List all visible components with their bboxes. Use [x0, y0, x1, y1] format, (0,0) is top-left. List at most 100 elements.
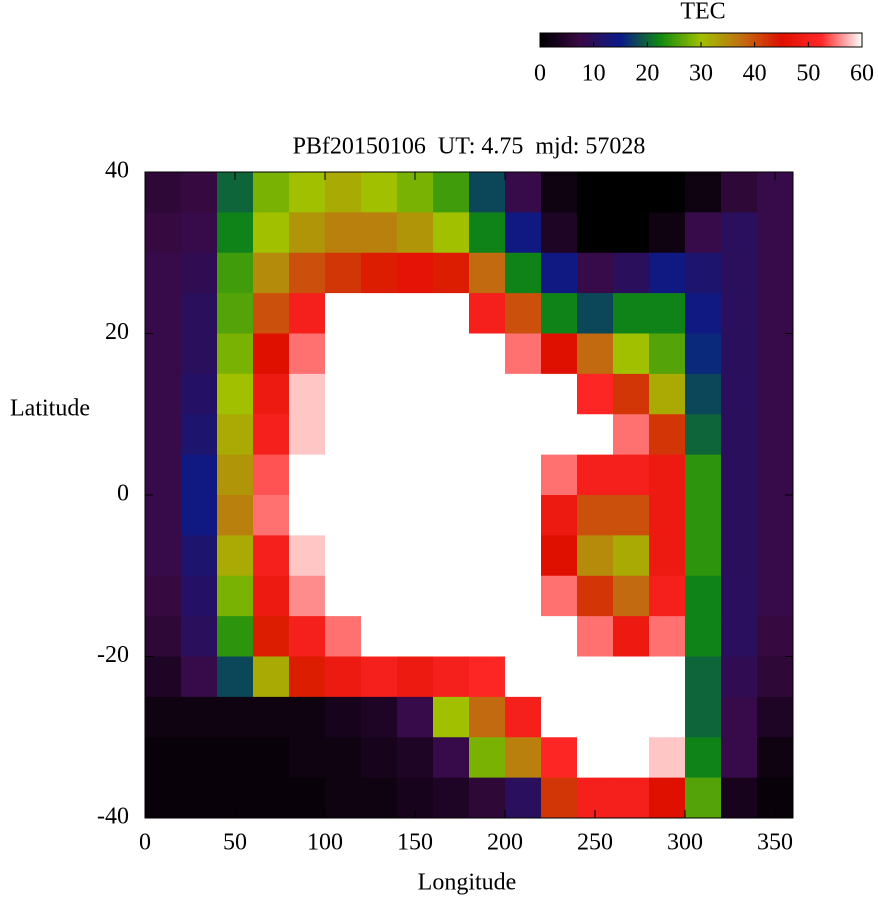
heat-cell: [721, 575, 758, 617]
heat-cell: [505, 737, 542, 779]
heat-cell: [361, 656, 398, 698]
heat-cell: [181, 172, 218, 213]
heat-cell: [469, 454, 506, 496]
heat-cell: [433, 575, 470, 617]
heat-cell: [289, 575, 326, 617]
heat-cell: [181, 252, 218, 294]
heat-cell: [577, 616, 614, 657]
heat-cell: [325, 172, 362, 213]
heat-cell: [757, 373, 794, 415]
heat-cell: [577, 414, 614, 456]
x-tick-label: 50: [223, 830, 247, 856]
heat-cell: [397, 616, 434, 657]
heat-cell: [253, 535, 290, 577]
heat-cell: [361, 696, 398, 738]
heat-cell: [649, 616, 686, 657]
heat-cell: [433, 696, 470, 738]
heat-cell: [469, 656, 506, 698]
heat-cell: [289, 535, 326, 577]
heat-cell: [721, 737, 758, 779]
heat-cell: [721, 696, 758, 738]
heat-cell: [685, 495, 722, 536]
heat-cell: [541, 495, 578, 536]
heat-cell: [325, 454, 362, 496]
heat-cell: [541, 212, 578, 254]
heat-cell: [217, 212, 254, 254]
heat-cell: [217, 737, 254, 779]
heat-cell: [613, 333, 650, 375]
heat-cell: [613, 414, 650, 456]
heat-cell: [757, 656, 794, 698]
y-axis-label: Latitude: [10, 396, 90, 422]
heat-cell: [613, 495, 650, 536]
heat-cell: [145, 414, 182, 456]
heat-cell: [721, 293, 758, 334]
heat-cell: [289, 696, 326, 738]
heat-cell: [217, 414, 254, 456]
heat-cell: [469, 373, 506, 415]
heat-cell: [541, 575, 578, 617]
heat-cell: [397, 656, 434, 698]
heat-cell: [145, 252, 182, 294]
heat-cell: [217, 495, 254, 536]
heat-cell: [613, 656, 650, 698]
heat-cell: [397, 535, 434, 577]
heat-cell: [181, 737, 218, 779]
heat-cell: [649, 454, 686, 496]
heat-cell: [253, 212, 290, 254]
heat-cell: [685, 373, 722, 415]
heat-cell: [469, 252, 506, 294]
heat-cell: [433, 777, 470, 819]
heat-cell: [397, 696, 434, 738]
heat-cell: [649, 414, 686, 456]
heat-cell: [613, 535, 650, 577]
heat-cell: [685, 656, 722, 698]
heat-cell: [505, 696, 542, 738]
heat-cell: [541, 172, 578, 213]
heat-cell: [181, 616, 218, 657]
heat-cell: [541, 454, 578, 496]
heat-cell: [721, 414, 758, 456]
heat-cell: [181, 454, 218, 496]
heat-cell: [577, 212, 614, 254]
heat-cell: [577, 656, 614, 698]
heat-cell: [757, 212, 794, 254]
heat-cell: [433, 172, 470, 213]
heat-cell: [757, 414, 794, 456]
heat-cell: [505, 252, 542, 294]
heat-cell: [757, 333, 794, 375]
heat-cell: [721, 212, 758, 254]
heat-cell: [505, 293, 542, 334]
heat-cell: [505, 333, 542, 375]
heat-cell: [649, 172, 686, 213]
heat-cell: [469, 575, 506, 617]
colorbar-label: TEC: [680, 0, 725, 25]
heat-cell: [469, 777, 506, 819]
heat-cell: [505, 777, 542, 819]
heat-cell: [181, 373, 218, 415]
heat-cell: [613, 696, 650, 738]
heat-cell: [217, 575, 254, 617]
heat-cell: [253, 414, 290, 456]
heat-cell: [325, 656, 362, 698]
heat-cell: [649, 656, 686, 698]
heat-cell: [433, 454, 470, 496]
heat-cell: [433, 737, 470, 779]
heat-cell: [253, 696, 290, 738]
heat-cell: [721, 535, 758, 577]
heat-cell: [433, 495, 470, 536]
heat-cell: [325, 373, 362, 415]
heat-cell: [757, 535, 794, 577]
heat-cell: [577, 737, 614, 779]
heat-cell: [721, 454, 758, 496]
heat-cell: [685, 293, 722, 334]
heat-cell: [685, 696, 722, 738]
heat-cell: [181, 777, 218, 819]
heat-cell: [613, 616, 650, 657]
heat-cell: [433, 656, 470, 698]
heat-cell: [541, 293, 578, 334]
heat-cell: [145, 172, 182, 213]
heat-cell: [253, 252, 290, 294]
heat-cell: [541, 252, 578, 294]
heat-cell: [721, 777, 758, 819]
